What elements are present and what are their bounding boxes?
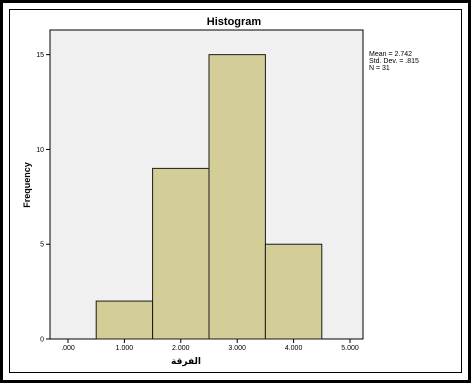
x-tick-label-0: .000	[61, 345, 75, 352]
y-axis: 0 5 10 15	[36, 52, 50, 344]
x-tick-label-2: 2.000	[172, 345, 190, 352]
x-tick-label-3: 3.000	[228, 345, 246, 352]
x-tick-label-1: 1.000	[116, 345, 134, 352]
x-axis-label: الفرقة	[171, 357, 201, 367]
y-tick-label-0: 0	[40, 337, 44, 344]
stat-std-dev: Std. Dev. = .815	[369, 58, 419, 65]
chart-title: Histogram	[207, 16, 262, 28]
y-tick-label-1: 5	[40, 242, 44, 249]
x-tick-label-5: 5.000	[341, 345, 359, 352]
y-axis-label: Frequency	[22, 162, 32, 208]
stat-mean: Mean = 2.742	[369, 51, 412, 58]
histogram-bar-3	[208, 54, 266, 340]
histogram-bar-4	[264, 243, 323, 340]
histogram-bars	[95, 54, 323, 340]
y-tick-label-3: 15	[36, 52, 44, 59]
stat-n: N = 31	[369, 65, 390, 72]
x-axis: .000 1.000 2.000 3.000 4.000 5.000	[61, 339, 359, 352]
inner-frame	[9, 9, 462, 373]
histogram-bar-1	[95, 300, 154, 340]
y-tick-label-2: 10	[36, 147, 44, 154]
x-tick-label-4: 4.000	[285, 345, 303, 352]
stats-box: Mean = 2.742 Std. Dev. = .815 N = 31	[369, 51, 419, 72]
histogram-bar-2	[152, 167, 210, 340]
